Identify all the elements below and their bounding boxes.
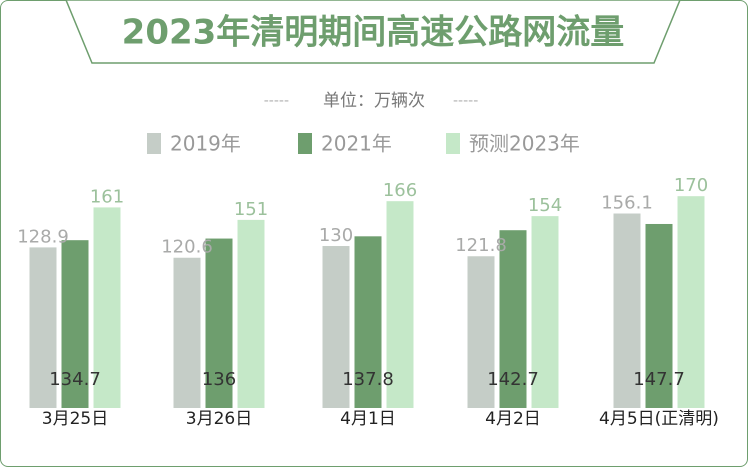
value-label-s2-2: 136	[202, 369, 236, 390]
bar-s1-1	[29, 247, 57, 408]
value-label-s3-5: 170	[674, 175, 708, 196]
bar-s3-3	[386, 201, 414, 408]
legend: 2019年 2021年 预测2023年	[147, 132, 580, 156]
subtitle-dash-left: -----	[264, 93, 289, 109]
chart-title: 2023年清明期间高速公路网流量	[122, 13, 625, 53]
bar-s2-4	[499, 230, 527, 408]
bars-group	[29, 196, 705, 408]
value-label-s3-1: 161	[90, 186, 124, 207]
value-labels-group: 128.9 120.6 130 121.8 156.1 134.7 136 137.8 142.…	[17, 175, 708, 390]
category-label-5: 4月5日(正清明)	[599, 409, 719, 429]
value-label-s1-4: 121.8	[455, 235, 507, 256]
bar-s3-5	[677, 196, 705, 408]
value-label-s2-5: 147.7	[633, 369, 685, 390]
bar-s1-3	[322, 246, 350, 408]
bar-s2-3	[354, 236, 382, 408]
value-label-s3-4: 154	[528, 195, 562, 216]
bar-s1-2	[173, 257, 201, 408]
legend-swatch-1	[147, 133, 161, 154]
category-label-3: 4月1日	[340, 409, 396, 429]
bar-s2-2	[205, 238, 233, 408]
bar-s3-1	[93, 207, 121, 408]
value-label-s1-2: 120.6	[161, 237, 213, 258]
category-label-4: 4月2日	[485, 409, 541, 429]
value-label-s2-4: 142.7	[487, 369, 539, 390]
category-labels-group: 3月25日 3月26日 4月1日 4月2日 4月5日(正清明)	[42, 409, 719, 429]
value-label-s3-2: 151	[234, 199, 268, 220]
value-label-s1-3: 130	[319, 225, 353, 246]
subtitle-dash-right: -----	[453, 93, 478, 109]
legend-label-3: 预测2023年	[469, 132, 580, 156]
bar-s1-5	[613, 213, 641, 408]
bar-s3-2	[237, 219, 265, 408]
value-label-s1-1: 128.9	[17, 226, 69, 247]
chart-subtitle: 单位：万辆次	[323, 91, 425, 111]
category-label-1: 3月25日	[42, 409, 108, 429]
bar-s2-5	[645, 223, 673, 408]
legend-swatch-2	[298, 133, 312, 154]
bar-s1-4	[467, 256, 495, 408]
bar-s2-1	[61, 240, 89, 408]
value-label-s1-5: 156.1	[601, 193, 653, 214]
value-label-s3-3: 166	[383, 180, 417, 201]
category-label-2: 3月26日	[186, 409, 252, 429]
legend-label-1: 2019年	[170, 132, 241, 156]
value-label-s2-3: 137.8	[342, 369, 394, 390]
legend-swatch-3	[446, 133, 460, 154]
value-label-s2-1: 134.7	[49, 369, 101, 390]
bar-s3-4	[531, 216, 559, 408]
title-banner	[65, 0, 681, 64]
legend-label-2: 2021年	[321, 132, 392, 156]
